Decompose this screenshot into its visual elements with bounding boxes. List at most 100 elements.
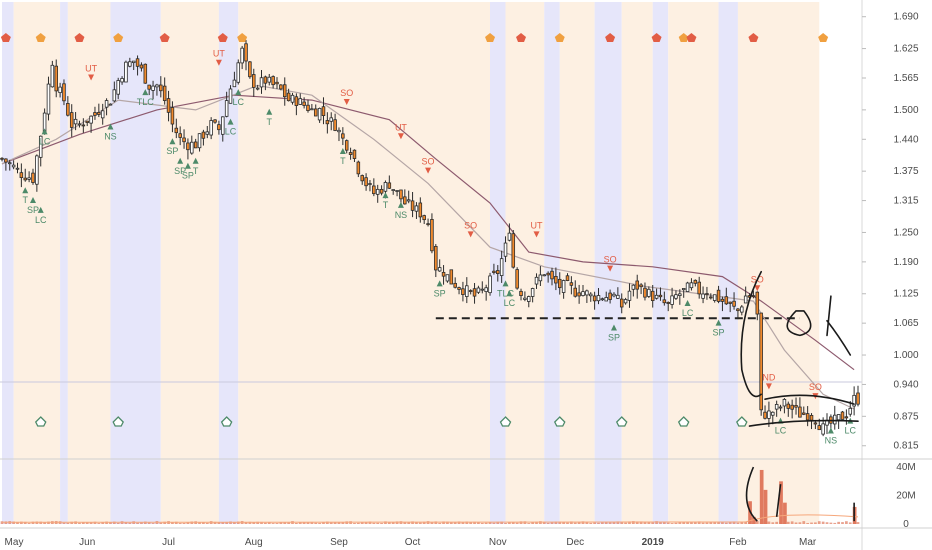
hand-drawing: [740, 270, 859, 427]
signal-arrow-up: [436, 280, 443, 287]
pentagon-marker: [113, 33, 124, 42]
volume-bar: [841, 522, 844, 524]
hand-drawn-stroke: [748, 419, 859, 427]
volume-bar: [430, 521, 434, 524]
volume-bar: [198, 522, 201, 524]
price-tick-label: 1.315: [893, 196, 918, 207]
session-band: [13, 2, 61, 524]
volume-bar: [550, 522, 554, 524]
candle-body: [546, 272, 550, 276]
volume-bar: [554, 521, 558, 524]
volume-bar: [465, 521, 469, 524]
candle-body: [193, 141, 198, 149]
candle-body: [596, 295, 601, 302]
candle-body: [767, 410, 771, 419]
volume-bar: [469, 522, 473, 524]
hand-drawn-stroke: [764, 394, 855, 405]
volume-bar: [368, 521, 372, 524]
candle-body: [678, 293, 682, 296]
pentagon-marker-outline: [220, 416, 233, 427]
candle-body: [492, 270, 496, 273]
candle-body: [693, 279, 698, 284]
pentagon-marker-outline: [736, 416, 748, 427]
candle-body: [108, 103, 113, 106]
signal-arrow-down: [88, 74, 95, 81]
candle-body: [128, 61, 132, 67]
candle-body: [364, 177, 368, 187]
volume-bar: [174, 521, 178, 524]
candle-body: [701, 293, 705, 299]
candle-body: [302, 101, 306, 106]
candle-body: [449, 269, 454, 285]
volume-bar: [0, 521, 4, 524]
candle-body: [379, 188, 384, 194]
candle-body: [294, 96, 299, 106]
signal-label: NS: [104, 131, 117, 141]
candle-body: [434, 245, 438, 271]
candle-body: [743, 295, 748, 304]
session-bands: [2, 2, 820, 524]
candle-body: [217, 124, 221, 131]
time-tick-label: Nov: [489, 537, 507, 548]
signal-label: T: [383, 200, 389, 210]
signal-label: T: [340, 156, 346, 166]
price-tick-label: 1.065: [893, 318, 918, 329]
pentagon-marker: [74, 33, 85, 42]
signal-label: T: [22, 195, 28, 205]
candle-body: [0, 157, 4, 160]
volume-tick-label: 20M: [896, 491, 915, 502]
volume-bar: [802, 521, 806, 524]
volume-bar: [728, 522, 732, 524]
candle-body: [592, 295, 597, 302]
volume-bar: [356, 522, 360, 524]
volume-bar: [771, 522, 775, 524]
candle-body: [856, 392, 860, 405]
signal-label: TLC: [137, 97, 155, 107]
candle-body: [159, 84, 163, 92]
signal-label: TLC: [497, 288, 515, 298]
volume-bar: [275, 523, 279, 524]
volume-bar: [163, 521, 167, 524]
time-tick-label: May: [5, 537, 24, 548]
volume-bar: [670, 523, 674, 524]
candle-body: [426, 223, 430, 226]
candle-body: [616, 294, 620, 299]
volume-bar: [70, 521, 74, 524]
candle-body: [499, 258, 504, 276]
volume-bar: [666, 522, 670, 524]
candle-body: [705, 293, 709, 295]
candle-body: [790, 404, 794, 410]
candle-body: [166, 98, 171, 113]
hand-drawn-stroke: [826, 295, 832, 337]
candle-body: [240, 47, 244, 64]
signal-arrow-down: [754, 285, 761, 292]
candle-body: [333, 119, 337, 131]
volume-bar: [837, 521, 840, 524]
candle-body: [46, 83, 51, 115]
volume-bar: [701, 522, 705, 524]
candle-body: [833, 414, 837, 425]
volume-bar: [732, 521, 736, 524]
candle-body: [619, 298, 624, 308]
candle-body: [290, 94, 295, 103]
candle-body: [778, 406, 783, 409]
moving-average-line: [1, 84, 855, 410]
volume-bar: [480, 522, 484, 524]
signal-arrow-up: [184, 162, 191, 169]
signal-arrow-down: [607, 265, 614, 272]
session-band: [737, 2, 820, 524]
candle-body: [271, 76, 275, 86]
volume-bar: [384, 521, 387, 524]
volume-bar: [589, 522, 593, 524]
volume-bar: [519, 521, 523, 524]
volume-pane: [0, 466, 860, 524]
candle-body: [182, 137, 186, 143]
candle-body: [77, 123, 82, 126]
candle-body: [69, 112, 74, 128]
candle-body: [356, 161, 361, 175]
volume-bar: [717, 521, 720, 524]
candle-body: [503, 242, 508, 257]
candle-body: [372, 185, 376, 195]
volume-tick-label: 40M: [896, 462, 915, 473]
